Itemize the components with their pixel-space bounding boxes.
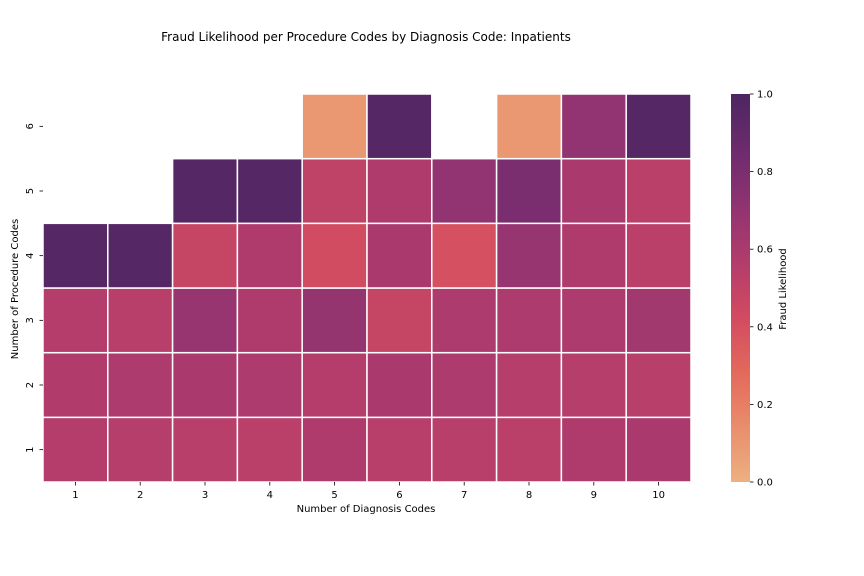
x-tick-label: 4: [267, 490, 273, 501]
heatmap-cell: [236, 222, 303, 289]
heatmap-cell: [171, 157, 239, 225]
heatmap-cell: [236, 287, 303, 354]
x-tick-label: 6: [396, 490, 402, 501]
heatmap-cell: [625, 287, 692, 354]
y-tick-label: 1: [25, 446, 36, 452]
heatmap-cell: [42, 287, 109, 354]
colorbar-tick-label: 0.4: [757, 322, 773, 333]
heatmap-cell: [366, 93, 433, 160]
heatmap-cell: [366, 351, 433, 419]
heatmap-cell: [171, 222, 239, 289]
heatmap-cell: [560, 93, 627, 160]
heatmap-cell: [560, 157, 627, 225]
heatmap-cell: [171, 416, 239, 483]
heatmap-cell: [366, 157, 433, 225]
heatmap-cell: [560, 222, 627, 289]
heatmap-cell: [625, 93, 692, 160]
x-axis-label: Number of Diagnosis Codes: [297, 504, 436, 515]
heatmap-cell: [366, 416, 433, 483]
heatmap-cell: [301, 287, 368, 354]
y-tick-label: 5: [25, 188, 36, 194]
heatmap-cell: [625, 222, 692, 289]
heatmap-cell: [495, 222, 563, 289]
heatmap-cell: [431, 351, 498, 419]
heatmap-cell: [236, 157, 303, 225]
heatmap-cell: [42, 351, 109, 419]
heatmap-cell: [625, 351, 692, 419]
heatmap-cell: [495, 287, 563, 354]
y-tick-label: 4: [25, 252, 36, 258]
colorbar-tick-label: 0.6: [757, 245, 773, 256]
heatmap-cells: [42, 93, 692, 483]
x-tick-label: 2: [137, 490, 143, 501]
heatmap-cell: [495, 351, 563, 419]
heatmap-cell: [431, 157, 498, 225]
y-tick-label: 6: [25, 123, 36, 129]
heatmap-cell: [431, 416, 498, 483]
y-tick-label: 2: [25, 382, 36, 388]
heatmap-cell: [625, 416, 692, 483]
colorbar-tick-label: 0.0: [757, 478, 773, 489]
heatmap-cell: [301, 351, 368, 419]
heatmap-cell: [171, 287, 239, 354]
heatmap-cell: [107, 416, 174, 483]
heatmap-cell: [366, 222, 433, 289]
heatmap-cell: [301, 157, 368, 225]
x-tick-label: 8: [526, 490, 532, 501]
x-tick-label: 10: [652, 490, 665, 501]
heatmap-cell: [560, 287, 627, 354]
heatmap-cell: [560, 351, 627, 419]
colorbar: [731, 94, 750, 482]
heatmap-cell: [301, 93, 368, 160]
colorbar-tick-label: 0.2: [757, 400, 773, 411]
heatmap-cell: [42, 416, 109, 483]
x-tick-label: 3: [202, 490, 208, 501]
heatmap-cell: [495, 157, 563, 225]
y-tick-label: 3: [25, 317, 36, 323]
heatmap-cell: [107, 222, 174, 289]
heatmap-cell: [495, 416, 563, 483]
chart-title: Fraud Likelihood per Procedure Codes by …: [161, 30, 571, 44]
heatmap-cell: [171, 351, 239, 419]
heatmap-cell: [301, 416, 368, 483]
heatmap-cell: [236, 351, 303, 419]
heatmap-cell: [107, 287, 174, 354]
heatmap-cell: [625, 157, 692, 225]
heatmap-cell: [301, 222, 368, 289]
x-tick-label: 1: [72, 490, 78, 501]
colorbar-tick-label: 1.0: [757, 90, 773, 101]
heatmap-cell: [560, 416, 627, 483]
colorbar-ticks: 0.0 0.2 0.4 0.6 0.8 1.0: [750, 90, 773, 489]
heatmap-cell: [236, 416, 303, 483]
x-axis-ticks: 1 2 3 4 5 6 7 8 9 10: [72, 482, 665, 501]
y-axis-ticks: 1 2 3 4 5 6: [25, 123, 43, 453]
heatmap-cell: [431, 222, 498, 289]
colorbar-tick-label: 0.8: [757, 167, 773, 178]
colorbar-label: Fraud Likelihood: [778, 248, 789, 330]
x-tick-label: 7: [461, 490, 467, 501]
x-tick-label: 5: [331, 490, 337, 501]
heatmap-cell: [495, 93, 563, 160]
heatmap-cell: [42, 222, 109, 289]
heatmap-cell: [107, 351, 174, 419]
heatmap-cell: [366, 287, 433, 354]
x-tick-label: 9: [591, 490, 597, 501]
heatmap-cell: [431, 287, 498, 354]
y-axis-label: Number of Procedure Codes: [10, 219, 21, 359]
